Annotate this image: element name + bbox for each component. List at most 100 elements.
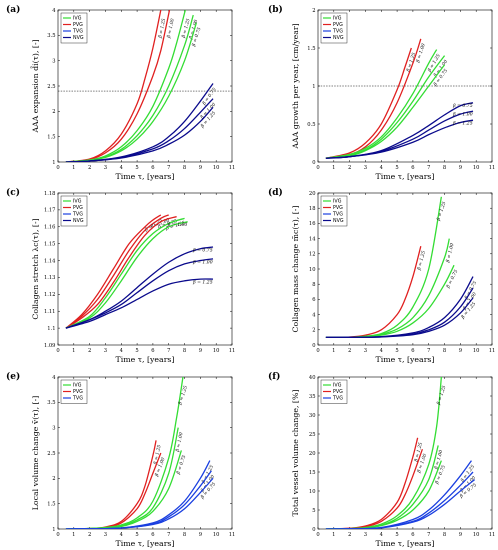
y-tick-label: 3 <box>52 425 55 431</box>
series-line-ivg <box>325 64 446 159</box>
series-beta-label: β = 1.25 <box>192 280 213 286</box>
x-tick-label: 5 <box>135 532 138 538</box>
x-axis-label: Time τ, [years] <box>376 355 435 364</box>
x-tick-label: 1 <box>72 165 75 171</box>
y-tick-label: 0 <box>312 527 315 533</box>
y-tick-label: 2 <box>52 109 55 115</box>
x-tick-label: 11 <box>489 165 496 171</box>
legend-entry: TVG <box>72 396 83 402</box>
y-tick-label: 16 <box>309 221 316 227</box>
y-tick-label: 30 <box>309 413 316 419</box>
y-tick-label: 14 <box>309 236 316 242</box>
legend-entry: NVG <box>333 218 344 224</box>
legend-entry: NVG <box>333 35 344 41</box>
panel-label: (e) <box>6 371 20 382</box>
x-tick-label: 9 <box>199 165 202 171</box>
y-tick-label: 6 <box>312 297 315 303</box>
y-tick-label: 1 <box>52 160 55 166</box>
legend-entry: TVG <box>72 29 83 35</box>
x-tick-label: 10 <box>213 348 220 354</box>
series-beta-label: β = 1.00 <box>452 112 473 118</box>
x-tick-label: 7 <box>427 348 430 354</box>
x-axis-label: Time τ, [years] <box>376 172 435 181</box>
x-tick-label: 4 <box>120 165 124 171</box>
series-line-pvg <box>325 47 412 159</box>
series-line-pvg <box>65 452 162 529</box>
y-tick-label: 40 <box>309 375 316 381</box>
legend-entry: TVG <box>72 212 83 218</box>
x-tick-label: 2 <box>348 348 351 354</box>
x-tick-label: 11 <box>229 532 236 538</box>
y-tick-label: 3 <box>52 58 55 64</box>
y-tick-label: 1.16 <box>44 225 56 231</box>
y-tick-label: 20 <box>309 191 316 197</box>
legend-entry: TVG <box>332 396 343 402</box>
y-tick-label: 10 <box>309 267 316 273</box>
series-line-nvg <box>65 106 214 162</box>
x-tick-label: 8 <box>443 165 446 171</box>
series-line-ivg <box>325 238 450 339</box>
y-tick-label: 4 <box>312 312 316 318</box>
legend-entry: IVG <box>73 383 82 389</box>
x-tick-label: 4 <box>380 532 384 538</box>
y-tick-label: 1.13 <box>44 275 56 281</box>
series-line-ivg <box>65 217 185 329</box>
x-tick-label: 7 <box>427 532 430 538</box>
x-tick-label: 4 <box>380 165 384 171</box>
y-tick-label: 3.5 <box>47 33 55 39</box>
x-tick-label: 3 <box>364 532 367 538</box>
y-tick-label: 1.11 <box>44 309 56 315</box>
x-tick-label: 6 <box>411 348 414 354</box>
x-tick-label: 1 <box>72 532 75 538</box>
panel-label: (c) <box>6 187 20 198</box>
legend-entry: PVG <box>73 205 83 211</box>
series-line-pvg <box>325 38 422 159</box>
x-tick-label: 6 <box>151 348 154 354</box>
series-beta-label: β = 1.25 <box>435 385 447 407</box>
y-tick-label: 1.09 <box>44 343 56 349</box>
x-tick-label: 9 <box>459 348 462 354</box>
legend-entry: PVG <box>333 205 343 211</box>
y-tick-label: 15 <box>309 470 316 476</box>
series-beta-label: β = 1.25 <box>180 18 191 40</box>
x-tick-label: 3 <box>104 532 107 538</box>
series-beta-label: β = 1.00 <box>445 243 456 265</box>
y-tick-label: 1.5 <box>47 134 55 140</box>
series-beta-label: β = 1.25 <box>177 385 189 407</box>
x-tick-label: 1 <box>332 348 335 354</box>
x-axis-label: Time τ, [years] <box>116 355 175 364</box>
panel-label: (d) <box>268 187 283 198</box>
legend-entry: PVG <box>73 22 83 28</box>
series-line-ivg <box>325 460 442 529</box>
x-tick-label: 8 <box>183 165 186 171</box>
series-line-nvg <box>325 110 474 159</box>
legend-entry: IVG <box>333 16 342 22</box>
x-tick-label: 7 <box>167 532 170 538</box>
legend-entry: IVG <box>333 199 342 205</box>
series-line-pvg <box>325 448 424 529</box>
series-line-ivg <box>65 427 179 529</box>
x-tick-label: 6 <box>411 165 414 171</box>
x-tick-label: 9 <box>199 348 202 354</box>
panel-label: (b) <box>268 4 283 15</box>
chart-panel: (f) 0 1 2 3 4 5 6 7 8 9 10 11 0 5 10 15 20 25 30 35 40 Time τ,… <box>268 371 495 548</box>
series-beta-label: β = 1.25 <box>452 121 473 127</box>
series-line-nvg <box>325 297 474 339</box>
series-line-tvg <box>325 471 474 529</box>
series-beta-label: β = 1.25 <box>416 250 427 272</box>
series-line-pvg <box>65 214 169 329</box>
y-tick-label: 12 <box>309 252 316 258</box>
x-tick-label: 11 <box>229 165 236 171</box>
y-tick-label: 10 <box>309 489 316 495</box>
x-tick-label: 0 <box>316 532 319 538</box>
series-line-ivg <box>325 264 455 339</box>
y-tick-label: 2.5 <box>47 451 55 457</box>
series-line-nvg <box>325 102 474 159</box>
series-line-nvg <box>65 258 214 329</box>
y-axis-label: Collagen stretch λc(τ), [-] <box>31 218 40 319</box>
series-line-tvg <box>325 479 476 529</box>
